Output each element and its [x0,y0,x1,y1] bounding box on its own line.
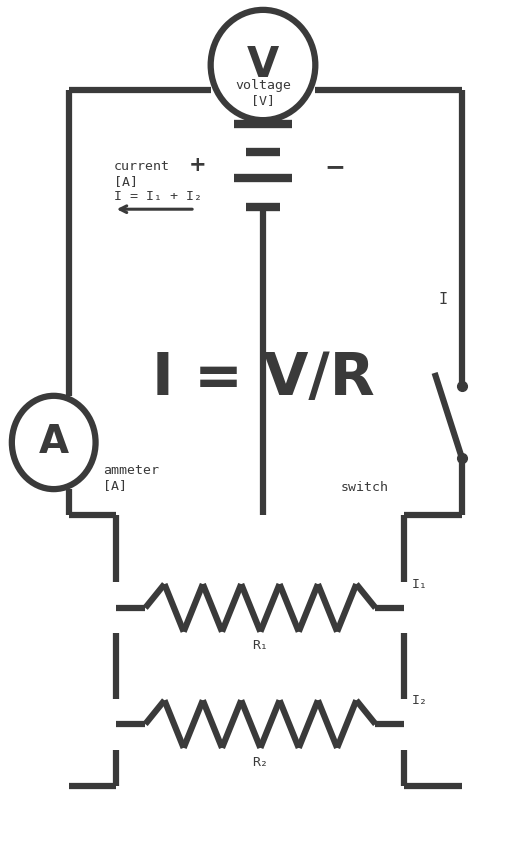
Text: I = V/R: I = V/R [151,351,375,408]
Text: switch: switch [340,481,389,494]
Text: I: I [439,293,448,307]
Text: V: V [247,44,279,86]
Text: A: A [38,424,69,461]
Text: I₁: I₁ [412,578,428,591]
Text: voltage
[V]: voltage [V] [235,78,291,106]
Ellipse shape [12,396,96,489]
Ellipse shape [211,10,315,120]
Text: current
[A]
I = I₁ + I₂: current [A] I = I₁ + I₂ [114,160,202,203]
Text: ammeter
[A]: ammeter [A] [104,464,159,492]
Text: +: + [189,155,206,175]
Text: R₂: R₂ [252,757,268,769]
Text: R₁: R₁ [252,639,268,652]
Text: −: − [324,155,345,179]
Text: I₂: I₂ [412,694,428,707]
